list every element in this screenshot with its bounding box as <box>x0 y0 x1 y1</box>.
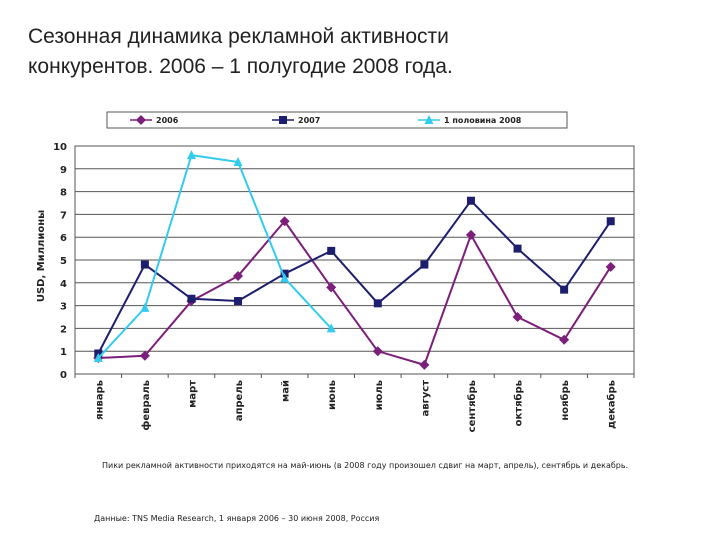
series-2-point <box>420 260 429 269</box>
series-1-point <box>512 312 523 322</box>
series-1-point <box>465 229 476 240</box>
series-1-point <box>372 346 383 357</box>
chart-axes: 0 1 2 3 4 5 6 7 8 9 10 январь февраль март апрель май ию… <box>36 142 635 432</box>
legend-swatch-marker <box>424 115 434 124</box>
legend-label: 2006 <box>156 116 179 125</box>
y-tick-label: 5 <box>60 256 67 267</box>
series-1-point <box>326 282 337 293</box>
legend-frame <box>106 111 568 129</box>
x-tick-label: ноябрь <box>559 380 571 421</box>
y-tick-label: 10 <box>53 142 67 153</box>
legend-label: 1 половина 2008 <box>444 116 522 125</box>
y-tick-label: 4 <box>60 279 67 290</box>
x-tick-label: октябрь <box>513 380 525 426</box>
series-1-point <box>559 334 570 345</box>
legend-label: 2007 <box>298 116 320 125</box>
line-chart: 2006 2007 1 половина 2008 0 1 2 3 4 5 6 7 8 9 10 янва… <box>36 111 635 432</box>
series-2-point <box>327 246 336 255</box>
series-3-line <box>97 154 332 359</box>
y-tick-label: 1 <box>60 347 67 358</box>
series-1-point <box>419 359 430 370</box>
series-1 <box>93 216 616 370</box>
y-tick-label: 7 <box>60 210 67 221</box>
x-tick-label: декабрь <box>606 380 618 429</box>
y-axis-label: USD, Миллионы <box>36 210 47 302</box>
series-3-point <box>186 150 196 160</box>
x-tick-label: апрель <box>234 380 245 421</box>
series-1-point <box>139 350 150 361</box>
x-tick-label: сентябрь <box>466 380 478 432</box>
x-tick-label: июнь <box>327 380 338 410</box>
series-1-point <box>279 216 290 227</box>
series-2-point <box>606 217 615 226</box>
series-2-point <box>513 244 522 253</box>
series-2-point <box>234 297 243 306</box>
y-tick-label: 6 <box>60 233 67 244</box>
y-tick-label: 0 <box>60 370 67 381</box>
series-3-point <box>326 323 336 333</box>
chart-series <box>93 150 616 370</box>
series-3-point <box>280 273 290 283</box>
series-2-point <box>560 285 569 294</box>
chart-legend: 2006 2007 1 половина 2008 <box>106 111 568 129</box>
x-tick-label: май <box>281 380 292 402</box>
x-tick-label: июль <box>374 380 385 410</box>
series-2-line <box>97 199 612 354</box>
series-2-point <box>373 299 382 308</box>
slide-title: Сезонная динамика рекламной активности к… <box>28 22 688 82</box>
series-2-point <box>187 294 196 303</box>
x-tick-label: август <box>420 380 431 417</box>
data-source: Данные: TNS Media Research, 1 января 200… <box>94 514 380 523</box>
slide-title-line-1: Сезонная динамика рекламной активности <box>28 25 449 48</box>
y-tick-label: 2 <box>60 324 67 335</box>
chart-note: Пики рекламной активности приходятся на … <box>102 461 629 470</box>
series-3-point <box>140 302 150 312</box>
y-tick-label: 9 <box>60 165 67 176</box>
x-tick-label: март <box>187 380 198 408</box>
y-tick-label: 8 <box>60 188 67 199</box>
series-3-point <box>233 156 243 166</box>
series-1-point <box>233 270 244 281</box>
x-tick-label: январь <box>94 380 105 420</box>
series-3-point <box>93 353 103 363</box>
series-1-line <box>98 220 612 366</box>
x-tick-label: февраль <box>140 380 152 431</box>
legend-swatch-marker <box>136 115 146 125</box>
slide-title-line-2: конкурентов. 2006 – 1 полугодие 2008 год… <box>28 55 453 78</box>
series-1-point <box>605 261 616 272</box>
series-2-point <box>140 260 149 269</box>
y-tick-label: 3 <box>60 302 67 313</box>
series-2-point <box>466 196 475 205</box>
series-3 <box>93 150 336 363</box>
legend-swatch-marker <box>279 116 287 124</box>
